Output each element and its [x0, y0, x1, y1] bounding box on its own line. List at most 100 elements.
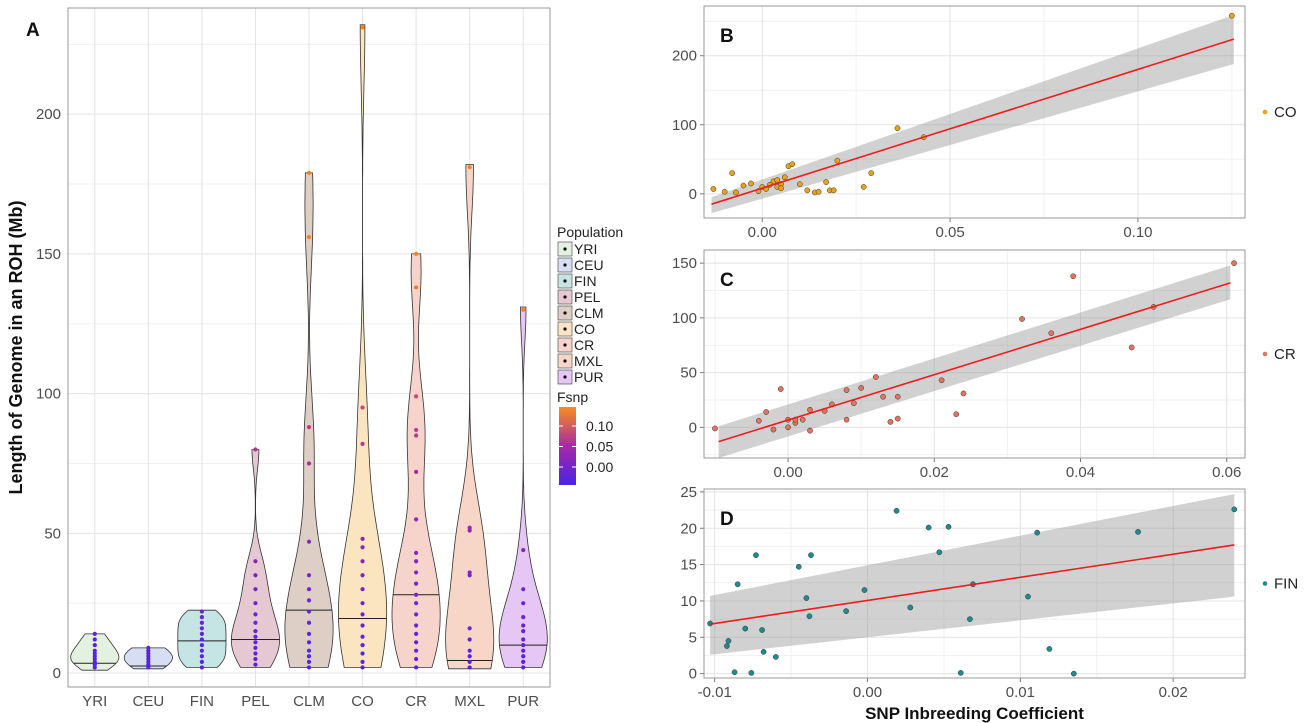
- data-point: [721, 188, 728, 195]
- x-tick-label: CO: [351, 693, 374, 710]
- legend-dot: [1262, 581, 1268, 586]
- legend-label: FIN: [574, 273, 597, 289]
- data-point: [414, 285, 419, 290]
- data-point: [306, 640, 312, 645]
- legend-dot: [563, 359, 567, 363]
- panel-a: 0 50 100 150 200 YRI CEU FIN PEL CLM CO CR MXL PUR Len…: [6, 7, 551, 710]
- data-point: [521, 615, 526, 620]
- data-point: [843, 416, 850, 423]
- data-point: [306, 648, 312, 653]
- legend-label: MXL: [574, 353, 603, 369]
- data-point: [92, 642, 97, 648]
- x-tick-label: CLM: [293, 693, 325, 710]
- legend-dot: [563, 343, 567, 347]
- data-point: [414, 570, 419, 575]
- legend-label: CEU: [574, 257, 604, 273]
- data-point: [907, 604, 914, 611]
- data-point: [467, 659, 472, 664]
- data-point: [760, 648, 767, 655]
- data-point: [360, 634, 365, 639]
- data-point: [467, 165, 472, 170]
- panel-frame: [703, 5, 1246, 219]
- data-point: [199, 631, 204, 637]
- x-tick-label: 0.00: [853, 684, 882, 701]
- data-point: [729, 170, 736, 176]
- data-point: [521, 587, 526, 592]
- data-point: [253, 612, 258, 617]
- data-point: [521, 654, 526, 659]
- data-point: [360, 601, 365, 606]
- data-point: [414, 394, 419, 399]
- x-tick-label: 0.00: [748, 224, 777, 241]
- data-point: [306, 425, 312, 430]
- data-point: [894, 125, 901, 132]
- x-tick-label: 0.04: [1066, 464, 1095, 481]
- data-point: [967, 616, 973, 622]
- data-point: [199, 654, 204, 659]
- data-point: [858, 385, 865, 391]
- data-point: [521, 623, 526, 628]
- data-point: [360, 623, 365, 628]
- data-point: [414, 623, 419, 628]
- data-point: [868, 170, 875, 176]
- data-point: [199, 637, 204, 642]
- confidence-band: [710, 494, 1235, 655]
- data-point: [467, 626, 472, 631]
- data-point: [521, 642, 526, 648]
- data-point: [795, 563, 802, 570]
- data-point: [753, 552, 759, 559]
- data-point: [467, 637, 472, 642]
- data-point: [306, 170, 312, 175]
- data-point: [146, 645, 151, 650]
- y-tick-label: 10: [680, 593, 697, 610]
- violin-mxl: [445, 164, 495, 670]
- data-point: [306, 659, 312, 664]
- data-point: [1046, 646, 1053, 652]
- colorbar-tick-label: 0.10: [586, 418, 613, 434]
- data-point: [960, 390, 967, 397]
- y-tick-label: 200: [672, 48, 697, 65]
- data-point: [414, 550, 419, 555]
- panel-frame: [703, 488, 1246, 679]
- y-tick-label: 150: [672, 255, 697, 272]
- legend-label: PEL: [574, 289, 601, 305]
- data-point: [1229, 12, 1235, 19]
- legend-dot: [563, 279, 567, 283]
- data-point: [763, 409, 769, 415]
- data-point: [414, 631, 419, 637]
- x-tick-label: 0.05: [935, 224, 964, 241]
- data-point: [777, 386, 784, 392]
- data-point: [253, 634, 258, 639]
- data-point: [360, 25, 365, 30]
- fsnp-legend: Fsnp 0.10 0.05 0.00: [557, 389, 613, 485]
- x-tick-label: PUR: [507, 693, 539, 710]
- x-tick-label: 0.00: [773, 464, 802, 481]
- legend-label: CO: [574, 321, 595, 337]
- legend-label: FIN: [1274, 576, 1298, 593]
- data-point: [742, 625, 749, 632]
- data-point: [306, 587, 312, 592]
- data-point: [414, 656, 419, 662]
- data-point: [834, 157, 841, 164]
- confidence-band: [711, 14, 1234, 214]
- data-point: [799, 416, 806, 423]
- data-point: [306, 539, 312, 544]
- y-axis-title: Length of Genome in an ROH (Mb): [6, 201, 26, 495]
- data-point: [360, 665, 365, 670]
- legend-label: YRI: [574, 241, 597, 257]
- data-point: [1025, 593, 1031, 600]
- data-point: [199, 659, 204, 664]
- data-point: [414, 612, 419, 617]
- y-tick-label: 150: [36, 246, 61, 263]
- x-axis-title: SNP Inbreeding Coefficient: [865, 704, 1084, 723]
- legend-label: CR: [574, 337, 594, 353]
- data-point: [467, 525, 472, 530]
- data-point: [253, 587, 258, 592]
- data-point: [414, 427, 419, 433]
- x-tick-label: CEU: [132, 693, 164, 710]
- data-point: [360, 405, 365, 410]
- data-point: [414, 559, 419, 564]
- data-point: [253, 651, 258, 656]
- y-tick-label: 50: [680, 365, 697, 382]
